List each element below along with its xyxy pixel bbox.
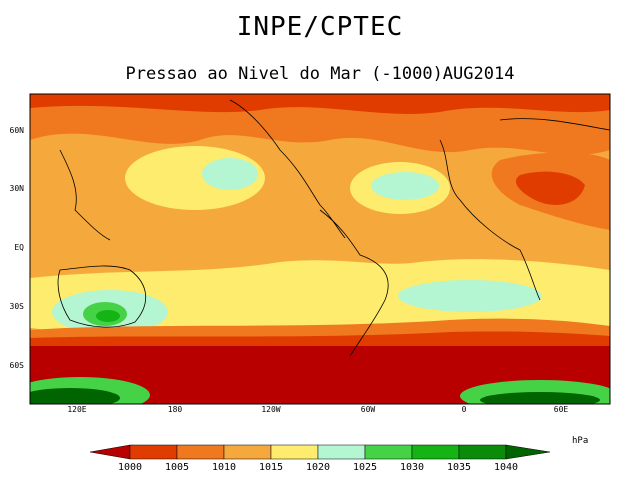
lat-label-30n: 30N	[9, 184, 24, 193]
legend-box-3	[223, 444, 272, 460]
legend-box-2	[176, 444, 225, 460]
lon-label-0: 0	[461, 405, 467, 414]
legend-colorbar	[89, 444, 551, 460]
legend-label-1035: 1035	[446, 462, 472, 473]
aus-high-max	[96, 310, 120, 322]
lon-label-180: 180	[167, 405, 183, 414]
lat-label-30s: 30S	[9, 302, 24, 311]
asia-low-core	[515, 171, 585, 205]
legend-box-5	[317, 444, 366, 460]
antarctic-high-east-core	[480, 392, 600, 404]
np-high-inner	[202, 158, 258, 190]
atl-high-inner	[371, 172, 439, 200]
south-ridge	[30, 259, 610, 334]
legend-box-1	[129, 444, 178, 460]
legend-unit: hPa	[572, 436, 589, 446]
legend-arrow-high	[505, 444, 551, 460]
legend-label-1040: 1040	[493, 462, 519, 473]
coastlines	[57, 99, 610, 357]
legend-box-8	[458, 444, 507, 460]
legend-arrow-low	[89, 444, 131, 460]
lon-label-60e: 60E	[553, 405, 569, 414]
legend-box-4	[270, 444, 319, 460]
antarctic-high-west-core	[30, 388, 120, 404]
lon-label-120e: 120E	[67, 405, 87, 414]
lat-label-eq: EQ	[14, 243, 24, 252]
legend-label-1005: 1005	[164, 462, 190, 473]
lat-label-60n: 60N	[9, 126, 24, 135]
legend-label-1025: 1025	[352, 462, 378, 473]
chart-subtitle: Pressao ao Nivel do Mar (-1000)AUG2014	[125, 64, 515, 84]
satl-high	[398, 280, 542, 312]
legend-label-1010: 1010	[211, 462, 237, 473]
map-frame	[29, 93, 611, 405]
legend-box-7	[411, 444, 460, 460]
chart-title: INPE/CPTEC	[236, 12, 404, 42]
legend-label-1015: 1015	[258, 462, 284, 473]
legend-label-1000: 1000	[117, 462, 143, 473]
lon-label-120w: 120W	[261, 405, 281, 414]
band-north-low	[30, 94, 610, 114]
legend-box-6	[364, 444, 413, 460]
legend-label-1020: 1020	[305, 462, 331, 473]
legend-label-1030: 1030	[399, 462, 425, 473]
lon-label-60w: 60W	[360, 405, 376, 414]
lat-label-60s: 60S	[9, 361, 24, 370]
